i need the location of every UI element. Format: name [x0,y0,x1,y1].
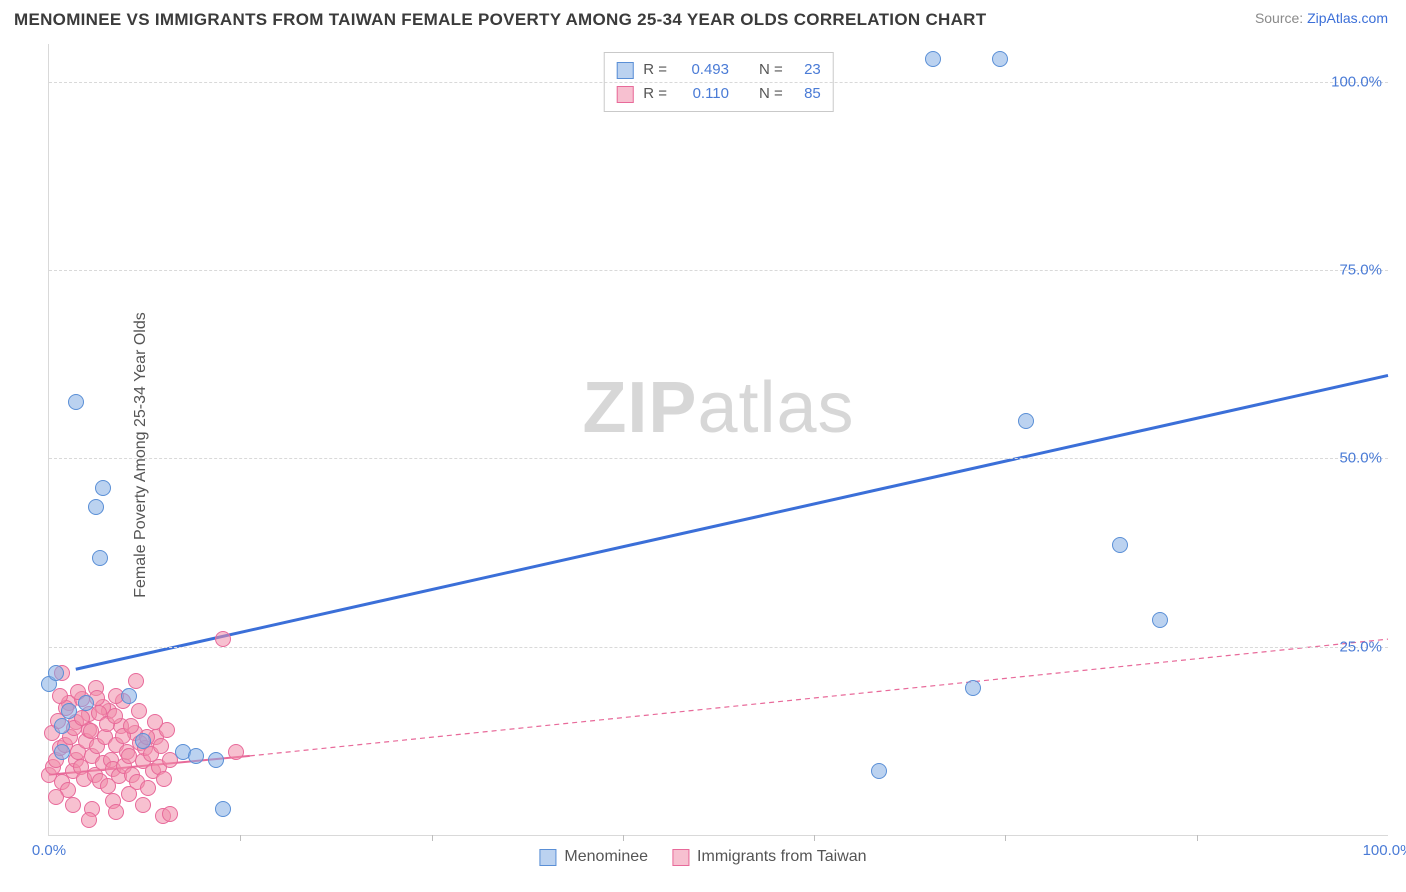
x-tick-label: 0.0% [32,842,66,859]
scatter-point-pink [65,797,81,813]
scatter-point-blue [1112,537,1128,553]
scatter-point-pink [228,744,244,760]
swatch-icon [616,62,633,79]
x-tick [1197,835,1198,841]
chart-title: MENOMINEE VS IMMIGRANTS FROM TAIWAN FEMA… [14,10,986,30]
scatter-point-blue [1018,413,1034,429]
scatter-point-blue [92,550,108,566]
n-value: 85 [793,82,821,106]
scatter-point-blue [95,480,111,496]
scatter-point-pink [121,786,137,802]
n-value: 23 [793,58,821,82]
trend-lines [49,44,1388,835]
scatter-point-blue [54,718,70,734]
r-label: R = [643,58,667,82]
x-tick [814,835,815,841]
r-value: 0.493 [677,58,729,82]
scatter-point-blue [61,703,77,719]
y-tick-label: 50.0% [1339,450,1382,467]
scatter-point-blue [871,763,887,779]
source-link[interactable]: ZipAtlas.com [1307,10,1388,26]
swatch-icon [539,849,556,866]
scatter-point-blue [54,744,70,760]
scatter-point-blue [78,695,94,711]
scatter-point-pink [140,780,156,796]
scatter-point-blue [121,688,137,704]
y-tick-label: 25.0% [1339,638,1382,655]
scatter-point-pink [108,804,124,820]
scatter-point-blue [188,748,204,764]
legend-item: Menominee [539,848,648,866]
scatter-point-pink [107,708,123,724]
scatter-point-blue [135,733,151,749]
x-tick-label: 100.0% [1363,842,1406,859]
gridline [49,270,1388,271]
swatch-icon [672,849,689,866]
scatter-point-pink [123,718,139,734]
x-tick [240,835,241,841]
scatter-point-pink [128,673,144,689]
swatch-icon [616,86,633,103]
n-label: N = [759,58,783,82]
y-tick-label: 75.0% [1339,262,1382,279]
n-label: N = [759,82,783,106]
source: Source: ZipAtlas.com [1255,10,1388,26]
gridline [49,647,1388,648]
scatter-point-pink [135,797,151,813]
scatter-point-blue [1152,612,1168,628]
scatter-point-pink [83,723,99,739]
scatter-point-blue [965,680,981,696]
scatter-point-pink [147,714,163,730]
scatter-point-pink [162,806,178,822]
chart-container: Female Poverty Among 25-34 Year Olds ZIP… [0,34,1406,876]
gridline [49,458,1388,459]
correlation-row: R = 0.493 N = 23 [616,58,821,82]
scatter-point-pink [131,703,147,719]
scatter-point-blue [215,801,231,817]
scatter-point-pink [48,789,64,805]
legend-label: Immigrants from Taiwan [697,848,867,866]
x-tick [432,835,433,841]
x-tick [1005,835,1006,841]
scatter-point-blue [925,51,941,67]
scatter-point-blue [992,51,1008,67]
r-label: R = [643,82,667,106]
scatter-point-blue [68,394,84,410]
scatter-point-blue [88,499,104,515]
y-tick-label: 100.0% [1331,73,1382,90]
r-value: 0.110 [677,82,729,106]
gridline [49,82,1388,83]
scatter-point-pink [81,812,97,828]
legend: Menominee Immigrants from Taiwan [539,848,866,866]
legend-item: Immigrants from Taiwan [672,848,867,866]
correlation-row: R = 0.110 N = 85 [616,82,821,106]
plot-area: ZIPatlas R =0.493N =23R =0.110N =85 25.0… [48,44,1388,836]
x-tick [623,835,624,841]
scatter-point-blue [208,752,224,768]
scatter-point-pink [156,771,172,787]
legend-label: Menominee [564,848,648,866]
scatter-point-blue [48,665,64,681]
source-label: Source: [1255,10,1307,26]
scatter-point-pink [215,631,231,647]
